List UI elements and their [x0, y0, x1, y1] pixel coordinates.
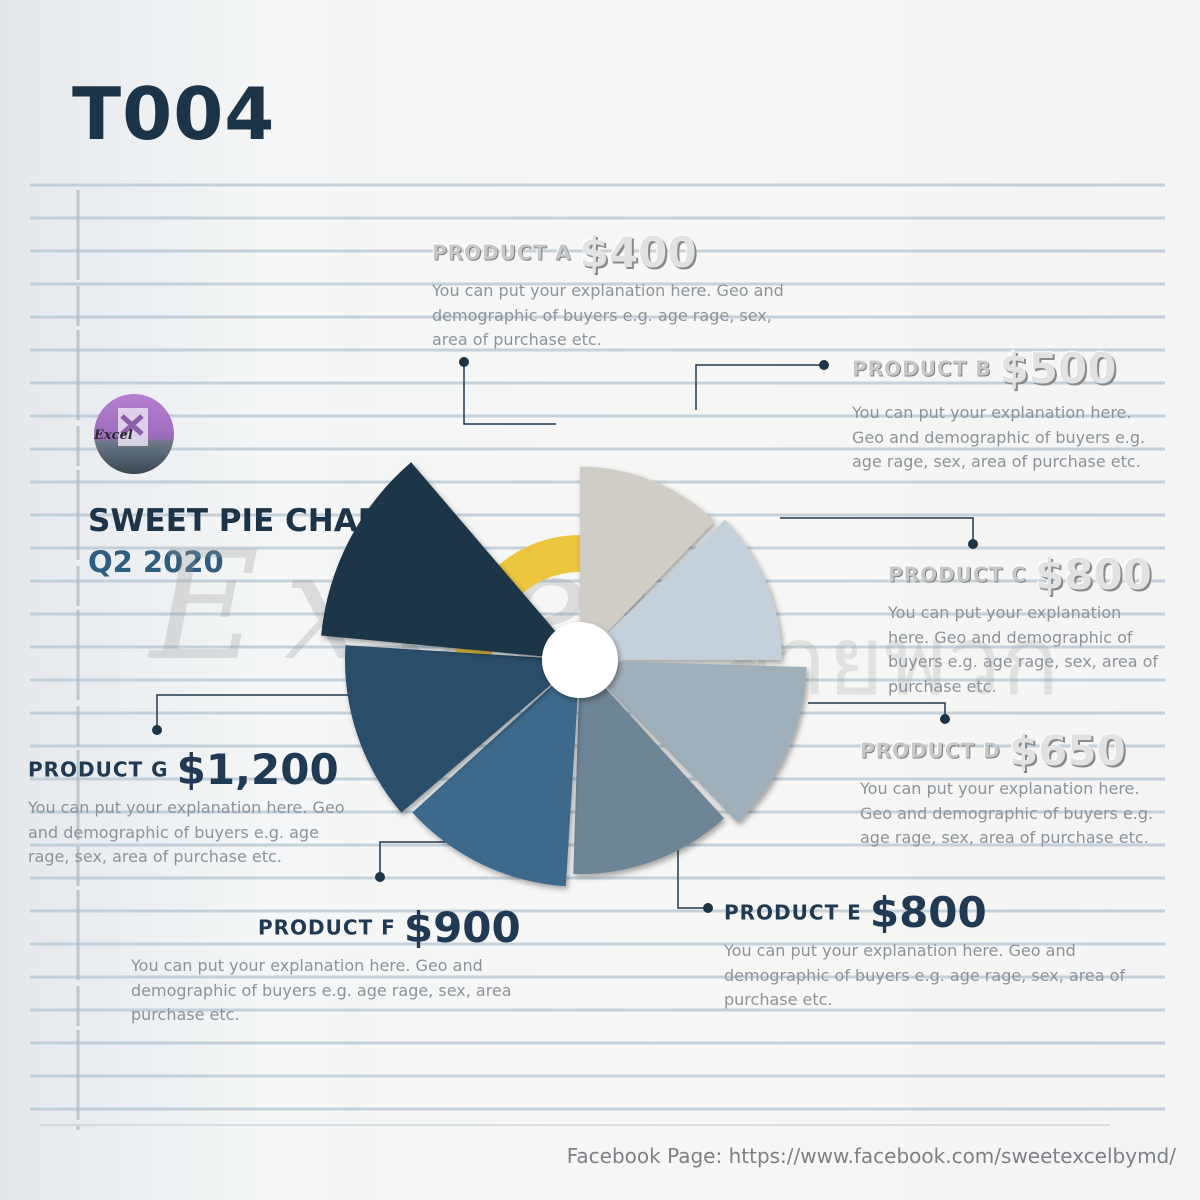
- connector-dot: [819, 360, 829, 370]
- product-b-desc: You can put your explanation here. Geo an…: [852, 403, 1146, 471]
- connector-product-e: [677, 850, 708, 909]
- product-g-name: PRODUCT G: [28, 757, 169, 782]
- pie-slice-product-c: [606, 661, 807, 823]
- connector-dot: [968, 539, 978, 549]
- product-c-value: $800: [1034, 550, 1152, 599]
- connector-dot: [375, 872, 385, 882]
- product-b-name: PRODUCT B: [852, 356, 992, 381]
- label-product-a: PRODUCT A $400 You can put your explanati…: [432, 228, 784, 353]
- product-g-desc: You can put your explanation here. Geo an…: [28, 798, 345, 866]
- pie-center: [542, 622, 618, 698]
- product-c-desc: You can put your explanation here. Geo an…: [888, 603, 1159, 696]
- product-d-value: $650: [1008, 726, 1126, 775]
- product-b-value: $500: [999, 344, 1117, 393]
- product-f-value: $900: [403, 903, 521, 952]
- connector-product-c: [780, 517, 974, 544]
- product-d-desc: You can put your explanation here. Geo an…: [860, 779, 1154, 847]
- label-product-g: PRODUCT G $1,200 You can put your explana…: [28, 745, 345, 870]
- product-e-value: $800: [869, 888, 987, 937]
- product-a-value: $400: [579, 228, 697, 277]
- product-c-name: PRODUCT C: [888, 562, 1027, 587]
- product-e-name: PRODUCT E: [724, 900, 862, 925]
- product-a-name: PRODUCT A: [432, 240, 572, 265]
- pie-slice-product-f: [345, 645, 552, 813]
- connector-product-a: [463, 362, 556, 425]
- label-product-e: PRODUCT E $800 You can put your explanati…: [724, 888, 1125, 1013]
- connector-product-b: [695, 364, 824, 410]
- product-d-name: PRODUCT D: [860, 738, 1001, 763]
- label-product-c: PRODUCT C $800 You can put your explanati…: [888, 550, 1158, 699]
- label-product-b: PRODUCT B $500 You can put your explanati…: [852, 344, 1145, 475]
- connector-dot: [703, 903, 713, 913]
- product-a-desc: You can put your explanation here. Geo a…: [432, 281, 784, 349]
- connector-product-d: [808, 702, 946, 719]
- label-product-d: PRODUCT D $650 You can put your explanati…: [860, 726, 1153, 851]
- pie-slice-product-a: [580, 466, 715, 633]
- svg-text:Excel: Excel: [93, 428, 133, 443]
- connector-dot: [152, 725, 162, 735]
- template-code: T004: [72, 72, 276, 156]
- pie-slice-product-d: [573, 688, 725, 875]
- footer-facebook-link[interactable]: Facebook Page: https://www.facebook.com/…: [566, 1144, 1176, 1168]
- chart-subtitle: Q2 2020: [88, 545, 224, 579]
- pie-slice-product-g: [321, 462, 556, 657]
- pie-slice-product-b: [607, 519, 782, 660]
- connector-product-g: [156, 694, 408, 730]
- connector-dot: [940, 714, 950, 724]
- product-e-desc: You can put your explanation here. Geo a…: [724, 941, 1126, 1009]
- label-product-f: PRODUCT F $900 You can put your explanati…: [131, 903, 521, 1028]
- connector-dot: [459, 357, 469, 367]
- pie-slice-product-e: [412, 685, 578, 887]
- product-f-name: PRODUCT F: [258, 915, 396, 940]
- product-f-desc: You can put your explanation here. Geo a…: [131, 956, 512, 1024]
- product-g-value: $1,200: [176, 745, 339, 794]
- excel-logo: Excel: [93, 394, 174, 474]
- chart-title: SWEET PIE CHART: [88, 503, 402, 539]
